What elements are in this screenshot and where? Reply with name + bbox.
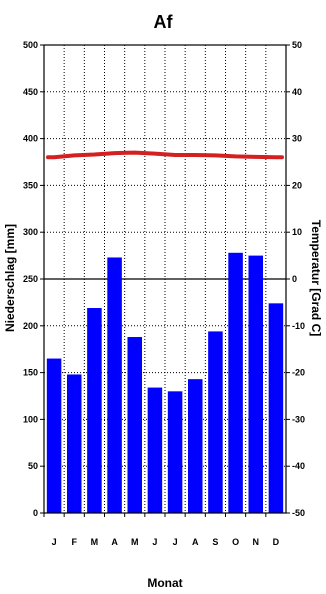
bar-series xyxy=(46,252,284,514)
y-tick-label-7: 350 xyxy=(23,180,38,190)
y2-tick-label-4: -10 xyxy=(292,321,305,331)
y2-tick-label-8: 30 xyxy=(292,134,302,144)
x-tick-label-11: D xyxy=(273,537,280,547)
bar-6 xyxy=(167,391,183,513)
x-tick-label-10: N xyxy=(253,537,260,547)
bar-2 xyxy=(87,308,102,513)
y-tick-label-1: 50 xyxy=(28,461,38,471)
y2-tick-label-6: 10 xyxy=(292,227,302,237)
y-tick-label-8: 400 xyxy=(23,134,38,144)
y-tick-label-0: 0 xyxy=(33,508,38,518)
bar-11 xyxy=(268,303,284,513)
temperature-line xyxy=(46,150,284,160)
bar-0 xyxy=(46,358,62,513)
bar-5 xyxy=(147,387,163,513)
x-tick-label-7: A xyxy=(192,537,199,547)
line-series xyxy=(46,150,284,160)
y2-tick-label-10: 50 xyxy=(292,40,302,50)
x-tick-label-2: M xyxy=(91,537,99,547)
x-tick-label-5: J xyxy=(152,537,157,547)
y2-tick-label-9: 40 xyxy=(292,87,302,97)
y2-tick-label-2: -30 xyxy=(292,414,305,424)
x-tick-label-4: M xyxy=(131,537,139,547)
grid-lines xyxy=(44,45,286,513)
y2-tick-label-5: 0 xyxy=(292,274,297,284)
y2-tick-label-0: -50 xyxy=(292,508,305,518)
y-tick-label-2: 100 xyxy=(23,414,38,424)
left-axis-ticks: 0 50 100 150 200 250 300 350 400 450 500 xyxy=(23,40,44,518)
x-tick-label-0: J xyxy=(52,537,57,547)
y2-axis-title: Temperatur [Grad C] xyxy=(309,220,323,336)
bar-7 xyxy=(187,379,203,513)
y2-tick-label-1: -40 xyxy=(292,461,305,471)
bar-4 xyxy=(127,337,143,513)
bar-1 xyxy=(66,374,82,513)
bar-10 xyxy=(248,255,264,513)
x-axis-title: Monat xyxy=(147,576,182,590)
x-tick-label-3: A xyxy=(111,537,118,547)
y-tick-label-6: 300 xyxy=(23,227,38,237)
x-tick-label-9: O xyxy=(232,537,239,547)
y-tick-label-5: 250 xyxy=(23,274,38,284)
y-tick-label-10: 500 xyxy=(23,40,38,50)
x-tick-label-6: J xyxy=(173,537,178,547)
y-tick-label-4: 200 xyxy=(23,321,38,331)
y2-tick-label-7: 20 xyxy=(292,180,302,190)
x-tick-label-1: F xyxy=(72,537,78,547)
chart-title: Af xyxy=(154,12,174,32)
bar-8 xyxy=(208,331,223,513)
bar-9 xyxy=(228,252,243,514)
y2-tick-label-3: -20 xyxy=(292,368,305,378)
x-tick-label-8: S xyxy=(212,537,218,547)
bar-3 xyxy=(107,257,122,513)
right-axis-ticks: -50 -40 -30 -20 -10 0 10 20 30 40 50 xyxy=(286,40,305,518)
y-axis-title: Niederschlag [mm] xyxy=(3,224,17,332)
y-tick-label-3: 150 xyxy=(23,368,38,378)
y-tick-label-9: 450 xyxy=(23,87,38,97)
